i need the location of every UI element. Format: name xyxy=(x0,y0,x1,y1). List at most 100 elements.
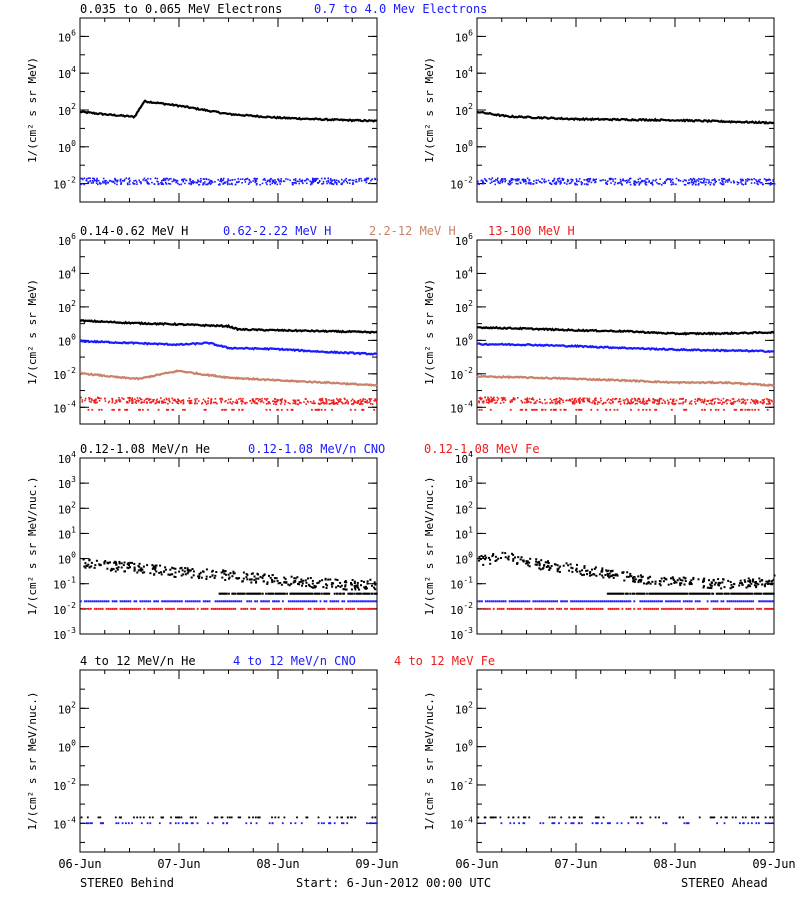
data-point xyxy=(363,600,365,603)
data-point xyxy=(337,600,340,603)
data-point xyxy=(354,401,357,404)
data-point xyxy=(512,558,515,561)
data-point xyxy=(655,178,658,181)
data-point xyxy=(98,181,101,184)
data-point xyxy=(143,571,146,574)
data-point xyxy=(292,592,295,595)
data-point xyxy=(178,183,181,186)
data-point xyxy=(221,179,223,181)
data-point xyxy=(750,398,753,401)
y-tick-label: 100 xyxy=(58,332,76,348)
data-point xyxy=(300,180,302,182)
data-point xyxy=(542,600,545,603)
data-point xyxy=(164,179,167,182)
data-point xyxy=(325,398,327,400)
data-point xyxy=(134,398,136,400)
data-point xyxy=(253,578,256,581)
data-point xyxy=(595,178,597,181)
data-point xyxy=(640,402,642,404)
data-point xyxy=(311,408,313,411)
data-point xyxy=(336,816,339,819)
data-point xyxy=(205,568,208,571)
data-point xyxy=(482,563,485,566)
data-point xyxy=(141,408,144,411)
data-point xyxy=(285,178,287,180)
data-point xyxy=(587,178,590,180)
data-point xyxy=(710,600,713,603)
data-point xyxy=(168,573,171,576)
data-point xyxy=(716,600,719,603)
data-point xyxy=(757,816,760,819)
data-point xyxy=(228,600,231,603)
data-point xyxy=(232,401,234,403)
data-point xyxy=(174,576,177,578)
data-point xyxy=(489,562,492,565)
data-point xyxy=(115,607,118,610)
data-point xyxy=(658,399,661,401)
data-point xyxy=(82,607,84,610)
data-point xyxy=(609,399,612,401)
data-point xyxy=(767,592,770,595)
data-point xyxy=(98,397,100,400)
data-point xyxy=(292,402,294,405)
data-point xyxy=(579,816,581,819)
data-point xyxy=(703,408,706,411)
data-point xyxy=(284,401,287,403)
data-point xyxy=(613,592,616,595)
data-point xyxy=(697,178,700,180)
data-point xyxy=(569,399,572,402)
data-point xyxy=(100,408,103,411)
data-point xyxy=(560,398,562,401)
data-point xyxy=(667,403,670,405)
data-point xyxy=(654,408,656,411)
data-point xyxy=(171,573,174,576)
data-point xyxy=(81,401,84,403)
data-point xyxy=(736,607,739,610)
data-point xyxy=(529,182,531,184)
data-point xyxy=(746,600,749,603)
data-point xyxy=(518,600,521,603)
data-point xyxy=(141,571,144,574)
data-point xyxy=(706,607,709,610)
data-point xyxy=(514,600,517,603)
data-point xyxy=(645,607,648,610)
data-point xyxy=(722,607,725,610)
data-point xyxy=(579,572,582,575)
data-point xyxy=(720,587,723,590)
data-point xyxy=(84,607,86,610)
data-point xyxy=(688,402,691,405)
data-point xyxy=(658,580,661,583)
data-point xyxy=(528,397,531,400)
data-point xyxy=(710,408,712,411)
data-point xyxy=(272,403,275,405)
data-point xyxy=(280,408,283,411)
data-point xyxy=(142,179,145,181)
data-point xyxy=(284,403,286,405)
data-point xyxy=(609,408,612,411)
data-point xyxy=(129,566,131,569)
data-point xyxy=(274,182,276,185)
data-point xyxy=(331,607,334,610)
data-point xyxy=(359,398,362,401)
data-point xyxy=(84,562,87,565)
data-point xyxy=(628,177,631,180)
data-point xyxy=(659,178,661,180)
data-point xyxy=(296,399,299,402)
data-point xyxy=(336,397,338,400)
data-point xyxy=(114,560,117,563)
data-point xyxy=(325,592,328,595)
data-point xyxy=(355,178,358,181)
data-point xyxy=(605,408,607,411)
data-point xyxy=(639,600,642,603)
data-point xyxy=(356,400,359,403)
data-point xyxy=(568,569,571,572)
data-point xyxy=(679,607,681,610)
data-point xyxy=(478,555,481,558)
data-point xyxy=(220,816,223,819)
data-point xyxy=(101,600,104,603)
data-point xyxy=(630,400,633,403)
data-point xyxy=(299,592,302,595)
data-point xyxy=(499,816,502,819)
data-point xyxy=(744,399,746,401)
data-point xyxy=(764,583,767,586)
